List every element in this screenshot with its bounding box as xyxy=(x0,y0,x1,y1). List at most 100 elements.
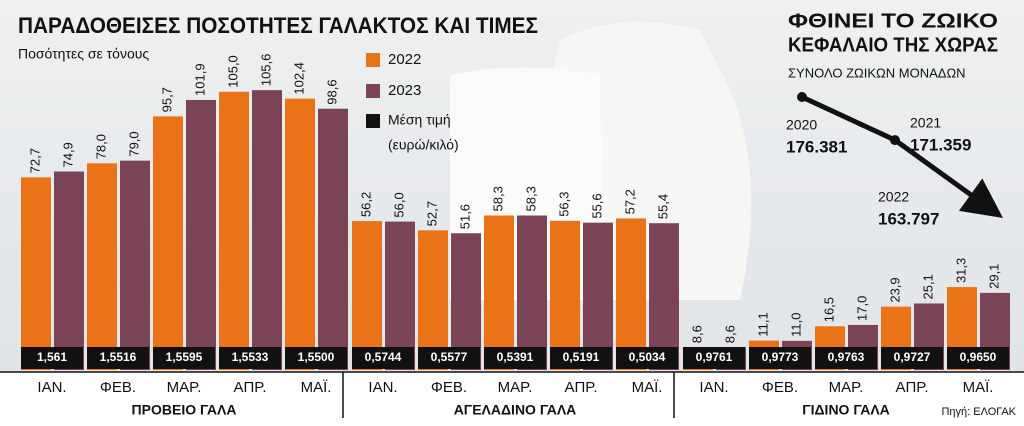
price-box xyxy=(352,347,414,369)
x-tick-label: ΜΑΪ. xyxy=(963,379,994,396)
x-tick-label: ΦΕΒ. xyxy=(762,379,798,396)
price-box xyxy=(21,347,83,369)
value-label: 55,4 xyxy=(655,194,670,219)
group-label: ΠΡΟΒΕΙΟ ΓΑΛΑ xyxy=(132,402,237,418)
x-tick-label: ΜΑΡ. xyxy=(167,379,202,396)
value-label: 8,6 xyxy=(689,325,704,343)
price-box xyxy=(418,347,480,369)
price-label: 0,5744 xyxy=(365,350,402,364)
price-box xyxy=(815,347,877,369)
year-label: 2022 xyxy=(878,189,909,205)
value-label: 52,7 xyxy=(424,201,439,226)
year-label: 2020 xyxy=(786,117,817,133)
chart-title: ΠΑΡΑΔΟΘΕΙΣΕΣ ΠΟΣΟΤΗΤΕΣ ΓΑΛΑΚΤΟΣ ΚΑΙ ΤΙΜΕ… xyxy=(18,13,538,38)
point xyxy=(890,135,900,146)
legend-swatch xyxy=(366,84,380,98)
chart-subtitle: Ποσότητες σε τόνους xyxy=(18,46,149,62)
value-label: 56,3 xyxy=(556,191,571,216)
value-label: 57,2 xyxy=(622,189,637,214)
x-tick-label: ΑΠΡ. xyxy=(564,379,597,396)
price-box xyxy=(881,347,943,369)
bar xyxy=(517,215,547,370)
legend-swatch xyxy=(366,53,380,67)
value-label: 102,4 xyxy=(291,62,306,95)
price-label: 0,5391 xyxy=(497,350,534,364)
x-tick-label: ΜΑΡ. xyxy=(829,379,864,396)
bar xyxy=(285,98,315,370)
price-box xyxy=(484,347,546,369)
price-box xyxy=(219,347,281,369)
group-label: ΓΙΔΙΝΟ ΓΑΛΑ xyxy=(802,402,890,418)
price-label: 1,5595 xyxy=(166,350,203,364)
price-box xyxy=(947,347,1009,369)
bar xyxy=(318,108,348,371)
value-label: 25,1 xyxy=(920,274,935,299)
value-label: 176.381 xyxy=(786,137,847,156)
value-label: 58,3 xyxy=(523,186,538,211)
price-label: 1,5500 xyxy=(298,350,335,364)
price-label: 0,9761 xyxy=(696,350,733,364)
value-label: 58,3 xyxy=(490,186,505,211)
value-label: 55,6 xyxy=(589,193,604,218)
price-label: 0,9727 xyxy=(894,350,931,364)
inset-title: ΚΕΦΑΛΑΙΟ ΤΗΣ ΧΩΡΑΣ xyxy=(788,34,998,56)
price-label: 0,9650 xyxy=(960,350,997,364)
bar xyxy=(252,90,282,370)
value-label: 11,0 xyxy=(788,313,803,337)
legend-label: (ευρώ/κιλό) xyxy=(388,137,459,153)
price-box xyxy=(153,347,215,369)
value-label: 29,1 xyxy=(986,264,1001,289)
footer-band xyxy=(0,372,1024,426)
value-label: 8,6 xyxy=(722,325,737,343)
price-label: 0,9773 xyxy=(762,350,799,364)
bar xyxy=(153,116,183,371)
bar xyxy=(54,171,84,370)
price-label: 0,5191 xyxy=(563,350,600,364)
value-label: 105,6 xyxy=(258,54,273,87)
value-label: 31,3 xyxy=(953,258,968,283)
bar xyxy=(21,177,51,370)
price-box xyxy=(683,347,745,369)
price-box xyxy=(616,347,678,369)
inset-subtitle: ΣΥΝΟΛΟ ΖΩΙΚΩΝ ΜΟΝΑΔΩΝ xyxy=(788,65,966,80)
point xyxy=(797,92,807,102)
bar xyxy=(484,215,514,370)
value-label: 101,9 xyxy=(192,63,207,96)
bar xyxy=(616,218,646,370)
value-label: 23,9 xyxy=(887,277,902,302)
bar xyxy=(87,163,117,370)
price-label: 0,5034 xyxy=(629,350,666,364)
value-label: 163.797 xyxy=(878,209,939,228)
value-label: 105,0 xyxy=(225,55,240,88)
x-tick-label: ΙΑΝ. xyxy=(699,379,728,396)
bar xyxy=(352,221,382,370)
value-label: 98,6 xyxy=(324,79,339,104)
year-label: 2021 xyxy=(910,115,941,131)
x-tick-label: ΙΑΝ. xyxy=(37,379,66,396)
value-label: 16,5 xyxy=(821,297,836,322)
x-tick-label: ΦΕΒ. xyxy=(431,379,467,396)
x-tick-label: ΑΠΡ. xyxy=(895,379,928,396)
value-label: 74,9 xyxy=(60,142,75,167)
value-label: 171.359 xyxy=(910,135,971,154)
inset-title: ΦΘΙΝΕΙ ΤΟ ΖΩΙΚΟ xyxy=(788,10,998,32)
value-label: 56,2 xyxy=(358,192,373,217)
x-tick-label: ΙΑΝ. xyxy=(368,379,397,396)
legend-label: Μέση τιμή xyxy=(388,112,451,128)
bar xyxy=(186,99,216,370)
x-tick-label: ΑΠΡ. xyxy=(233,379,266,396)
price-label: 0,9763 xyxy=(828,350,865,364)
bar xyxy=(550,220,580,370)
price-label: 1,5516 xyxy=(100,350,137,364)
legend-label: 2022 xyxy=(388,51,421,68)
price-label: 1,561 xyxy=(37,350,67,364)
value-label: 51,6 xyxy=(457,204,472,229)
price-box xyxy=(749,347,811,369)
value-label: 79,0 xyxy=(126,131,141,156)
x-tick-label: ΜΑΪ. xyxy=(632,379,663,396)
value-label: 17,0 xyxy=(854,296,869,321)
bar xyxy=(219,91,249,370)
bar xyxy=(418,230,448,370)
value-label: 11,1 xyxy=(755,312,770,336)
